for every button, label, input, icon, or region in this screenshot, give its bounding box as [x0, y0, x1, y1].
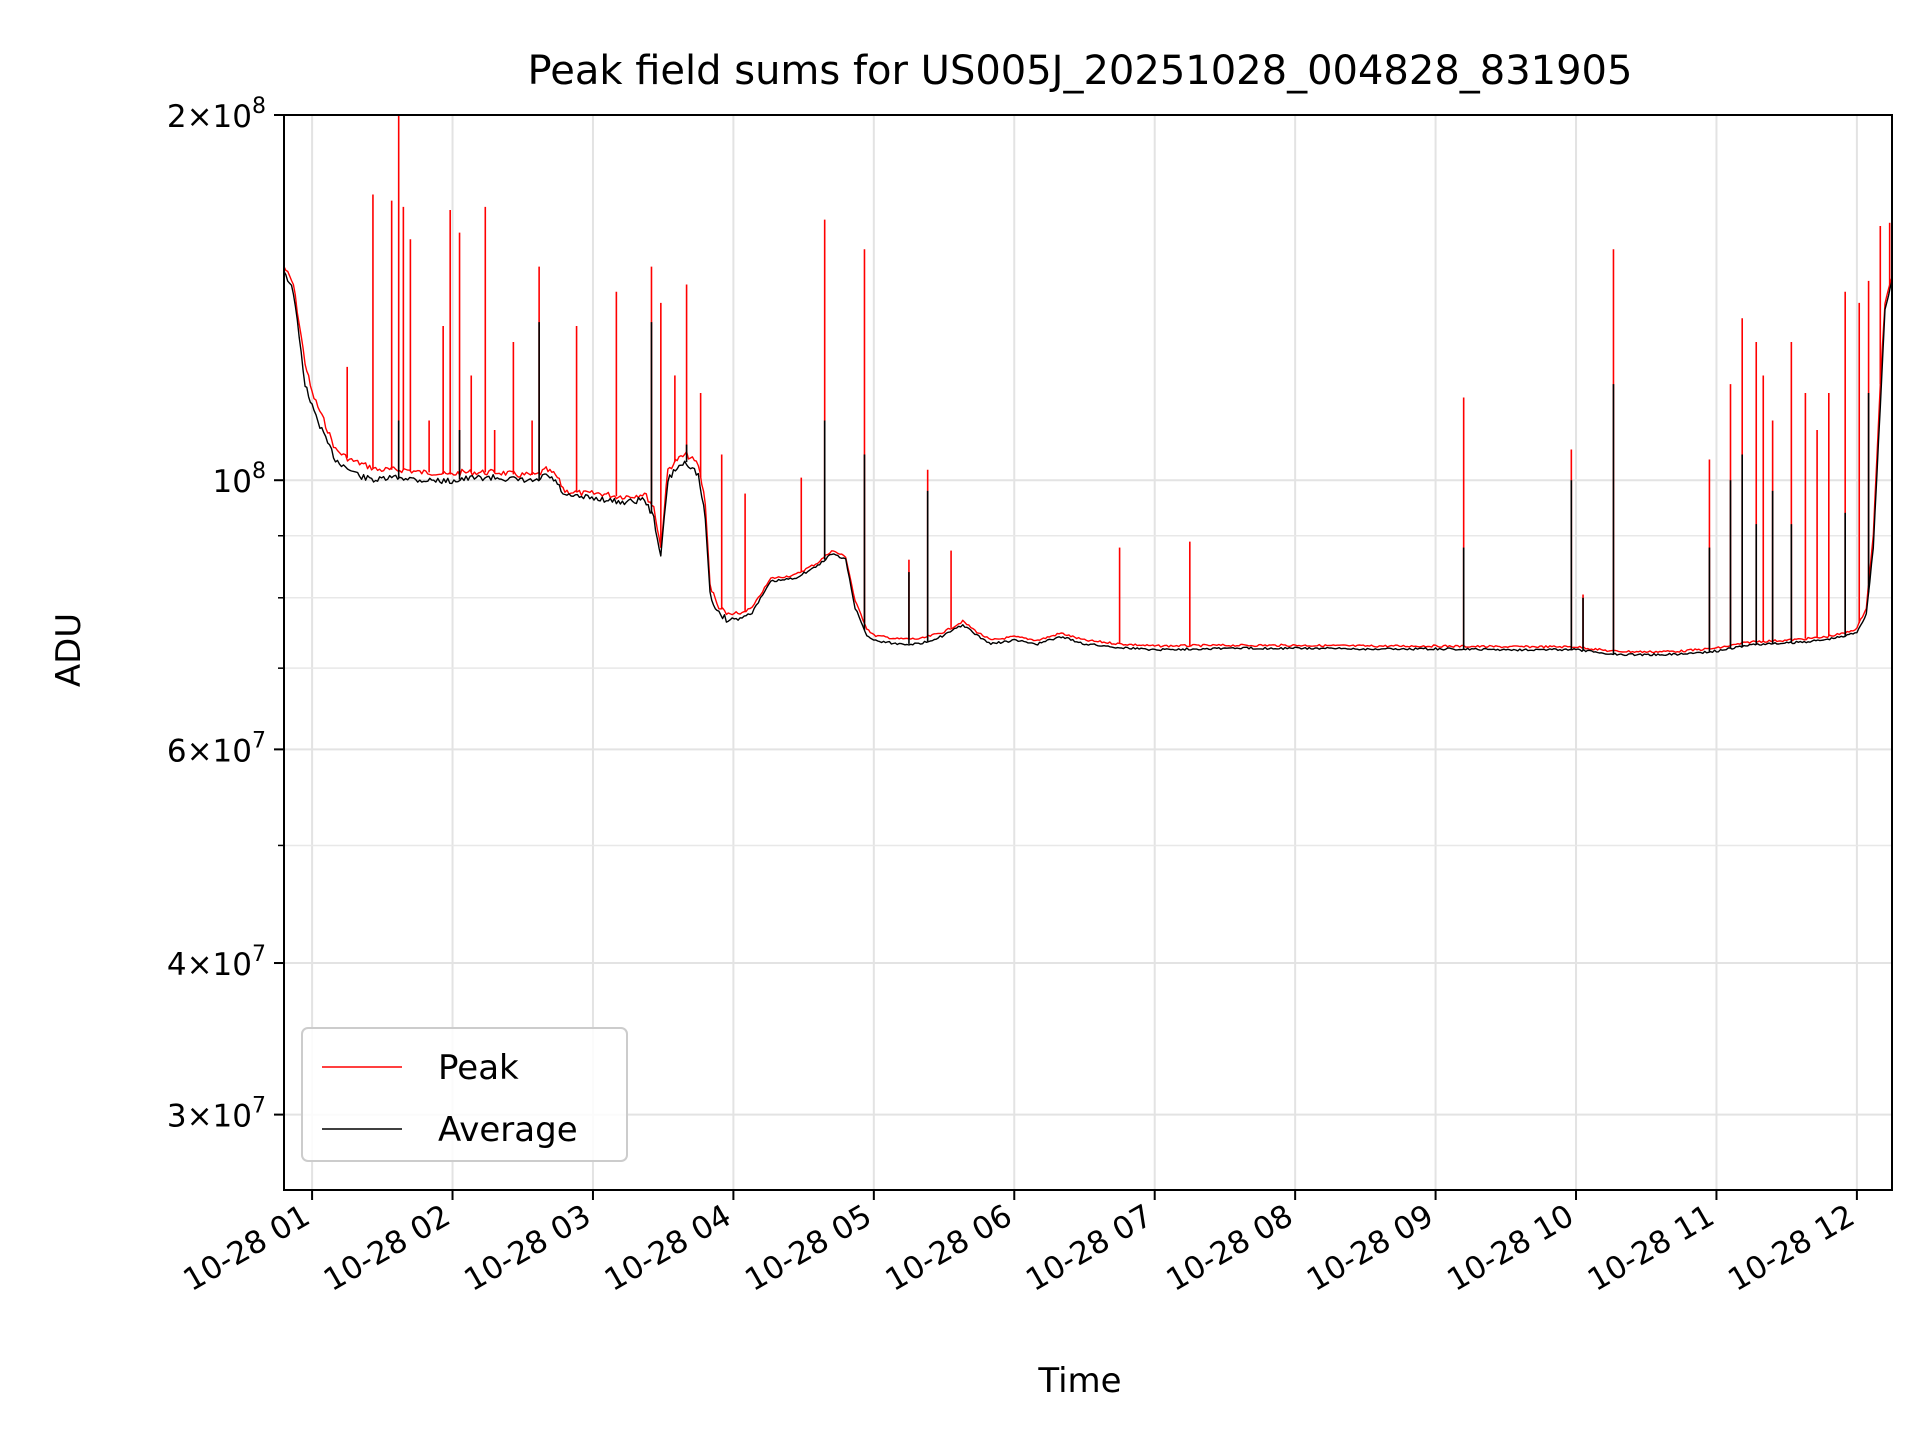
series-layer — [283, 115, 1893, 657]
x-axis-label: Time — [1037, 1361, 1121, 1401]
axes-frame — [283, 114, 1893, 1191]
y-tick-label: 6×107 — [167, 728, 266, 769]
y-tick-label: 2×108 — [167, 94, 266, 135]
y-axis-label: ADU — [49, 613, 89, 687]
chart-title: Peak field sums for US005J_20251028_0048… — [528, 48, 1633, 94]
legend-average-label: Average — [438, 1110, 578, 1150]
peak-line — [283, 266, 1893, 654]
average-line — [283, 271, 1893, 657]
y-tick-label: 4×107 — [167, 942, 266, 983]
y-tick-label: 3×107 — [167, 1094, 266, 1135]
legend-box — [301, 1027, 628, 1162]
y-axis: 2×108 108 6×107 4×107 3×107 — [167, 94, 284, 1135]
legend-peak-label: Peak — [438, 1048, 519, 1088]
legend: Peak Average — [301, 1027, 628, 1162]
y-tick-label: 108 — [213, 459, 266, 500]
